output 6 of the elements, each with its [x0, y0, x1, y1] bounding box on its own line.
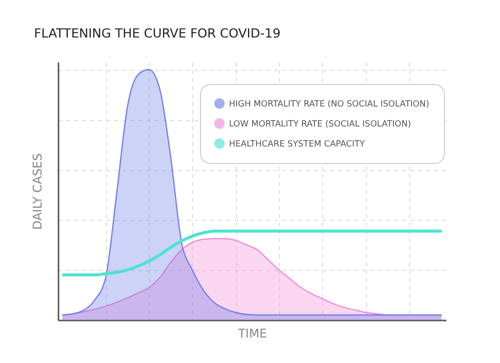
- legend-label: HIGH MORTALITY RATE (NO SOCIAL ISOLATION): [229, 100, 430, 110]
- y-axis-title: DAILY CASES: [30, 153, 44, 230]
- chart-title: FLATTENING THE CURVE FOR COVID-19: [34, 26, 281, 40]
- x-axis-title: TIME: [237, 326, 267, 340]
- legend-label: HEALTHCARE SYSTEM CAPACITY: [229, 140, 366, 150]
- legend-label: LOW MORTALITY RATE (SOCIAL ISOLATION): [229, 120, 412, 130]
